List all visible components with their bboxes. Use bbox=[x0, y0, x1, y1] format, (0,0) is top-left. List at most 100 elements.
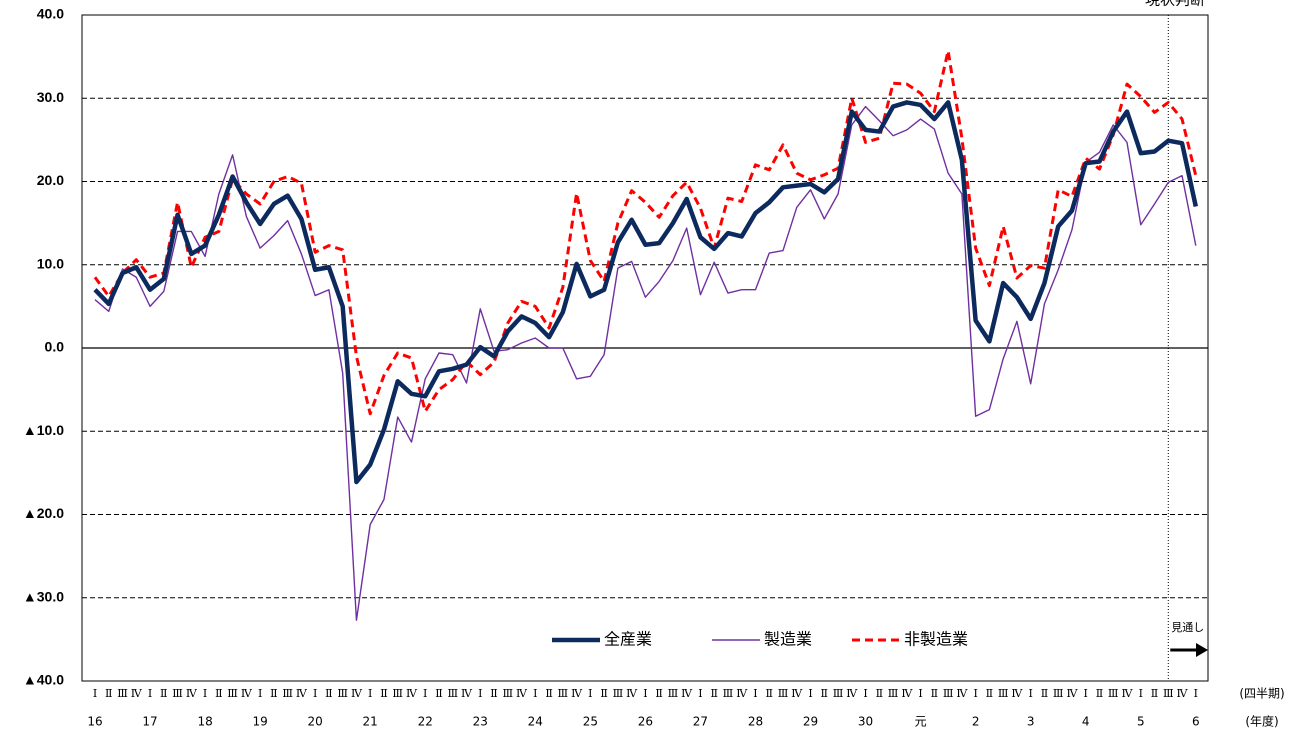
year-label: 28 bbox=[748, 715, 763, 729]
x-tick-label: Ⅳ bbox=[1011, 687, 1023, 700]
x-tick-label: Ⅱ bbox=[821, 687, 828, 700]
plot-frame bbox=[81, 14, 1209, 682]
series-line bbox=[94, 105, 1197, 621]
x-tick-label: Ⅱ bbox=[160, 687, 167, 700]
x-tick-label: Ⅳ bbox=[626, 687, 638, 700]
year-label: 20 bbox=[308, 715, 323, 729]
x-tick-label: Ⅳ bbox=[681, 687, 693, 700]
year-label: 5 bbox=[1137, 715, 1145, 729]
x-tick-label: Ⅲ bbox=[723, 687, 734, 700]
x-tick-label: Ⅱ bbox=[270, 687, 277, 700]
year-label: 18 bbox=[197, 715, 212, 729]
x-tick-label: Ⅳ bbox=[1122, 687, 1134, 700]
x-tick-label: Ⅲ bbox=[282, 687, 293, 700]
year-label: 21 bbox=[363, 715, 378, 729]
year-label: 26 bbox=[638, 715, 653, 729]
x-tick-label: Ⅳ bbox=[461, 687, 473, 700]
legend-label: 全産業 bbox=[604, 630, 652, 649]
x-tick-label: Ⅲ bbox=[613, 687, 624, 700]
x-tick-label: Ⅳ bbox=[736, 687, 748, 700]
x-tick-label: Ⅲ bbox=[1053, 687, 1064, 700]
x-tick-label: Ⅳ bbox=[571, 687, 583, 700]
x-tick-label: Ⅰ bbox=[698, 687, 702, 700]
legend-label: 製造業 bbox=[764, 630, 812, 649]
x-tick-label: Ⅰ bbox=[1029, 687, 1033, 700]
x-tick-label: Ⅳ bbox=[241, 687, 253, 700]
year-label: 17 bbox=[142, 715, 157, 729]
x-tick-label: Ⅳ bbox=[516, 687, 528, 700]
x-tick-label: Ⅲ bbox=[502, 687, 513, 700]
x-tick-label: Ⅱ bbox=[1151, 687, 1158, 700]
year-label: 30 bbox=[858, 715, 873, 729]
x-tick-label: Ⅲ bbox=[117, 687, 128, 700]
x-tick-label: Ⅰ bbox=[808, 687, 812, 700]
x-axis-label-2: (年度) bbox=[1245, 714, 1278, 729]
year-label: 25 bbox=[583, 715, 598, 729]
y-tick-label: ▲40.0 bbox=[23, 672, 64, 688]
year-label: 29 bbox=[803, 715, 818, 729]
x-tick-label: Ⅳ bbox=[956, 687, 968, 700]
x-tick-label: Ⅱ bbox=[105, 687, 112, 700]
y-tick-label: ▲30.0 bbox=[23, 588, 64, 604]
y-tick-label: 40.0 bbox=[37, 6, 64, 22]
y-tick-label: 30.0 bbox=[37, 89, 64, 105]
x-tick-label: Ⅱ bbox=[876, 687, 883, 700]
y-tick-label: ▲20.0 bbox=[23, 505, 64, 521]
x-tick-label: Ⅳ bbox=[1066, 687, 1078, 700]
x-tick-label: Ⅱ bbox=[490, 687, 497, 700]
x-tick-label: Ⅲ bbox=[558, 687, 569, 700]
x-tick-label: Ⅲ bbox=[447, 687, 458, 700]
year-label: 19 bbox=[252, 715, 267, 729]
x-tick-label: Ⅳ bbox=[1177, 687, 1189, 700]
year-label: 元 bbox=[915, 715, 927, 729]
y-tick-label: 20.0 bbox=[37, 172, 64, 188]
x-tick-label: Ⅲ bbox=[1108, 687, 1119, 700]
year-label: 27 bbox=[693, 715, 708, 729]
x-tick-label: Ⅱ bbox=[545, 687, 552, 700]
x-tick-label: Ⅰ bbox=[368, 687, 372, 700]
x-tick-label: Ⅰ bbox=[258, 687, 262, 700]
forecast-label: 見通し bbox=[1171, 621, 1204, 634]
year-label: 22 bbox=[418, 715, 433, 729]
x-tick-label: Ⅲ bbox=[337, 687, 348, 700]
x-tick-label: Ⅰ bbox=[1084, 687, 1088, 700]
x-tick-label: Ⅱ bbox=[1041, 687, 1048, 700]
series-line bbox=[93, 100, 1198, 485]
x-tick-label: Ⅳ bbox=[296, 687, 308, 700]
x-tick-label: Ⅲ bbox=[833, 687, 844, 700]
x-tick-label: Ⅳ bbox=[406, 687, 418, 700]
x-tick-label: Ⅰ bbox=[973, 687, 977, 700]
year-label: 3 bbox=[1027, 715, 1035, 729]
forecast-arrowhead bbox=[1196, 643, 1208, 657]
year-label: 6 bbox=[1192, 715, 1200, 729]
x-axis-label: (四半期) bbox=[1239, 687, 1284, 701]
x-tick-label: Ⅰ bbox=[313, 687, 317, 700]
top-label: 現状判断 bbox=[1145, 0, 1205, 9]
x-tick-label: Ⅱ bbox=[986, 687, 993, 700]
x-tick-label: Ⅲ bbox=[888, 687, 899, 700]
year-label: 2 bbox=[972, 715, 980, 729]
x-tick-label: Ⅳ bbox=[901, 687, 913, 700]
x-tick-label: Ⅰ bbox=[148, 687, 152, 700]
x-tick-label: Ⅰ bbox=[533, 687, 537, 700]
x-tick-label: Ⅰ bbox=[588, 687, 592, 700]
x-tick-label: Ⅲ bbox=[943, 687, 954, 700]
x-tick-label: Ⅰ bbox=[1139, 687, 1143, 700]
x-tick-label: Ⅰ bbox=[478, 687, 482, 700]
y-tick-label: ▲10.0 bbox=[23, 422, 64, 438]
x-tick-label: Ⅲ bbox=[227, 687, 238, 700]
x-tick-label: Ⅳ bbox=[131, 687, 143, 700]
x-tick-label: Ⅲ bbox=[998, 687, 1009, 700]
x-tick-label: Ⅰ bbox=[753, 687, 757, 700]
x-tick-label: Ⅱ bbox=[435, 687, 442, 700]
year-label: 16 bbox=[87, 715, 102, 729]
x-tick-label: Ⅳ bbox=[351, 687, 363, 700]
x-tick-label: Ⅲ bbox=[668, 687, 679, 700]
x-tick-label: Ⅲ bbox=[1163, 687, 1174, 700]
x-tick-label: Ⅳ bbox=[791, 687, 803, 700]
year-label: 4 bbox=[1082, 715, 1090, 729]
x-tick-label: Ⅱ bbox=[765, 687, 772, 700]
x-tick-label: Ⅱ bbox=[931, 687, 938, 700]
x-tick-label: Ⅱ bbox=[600, 687, 607, 700]
x-tick-label: Ⅱ bbox=[655, 687, 662, 700]
